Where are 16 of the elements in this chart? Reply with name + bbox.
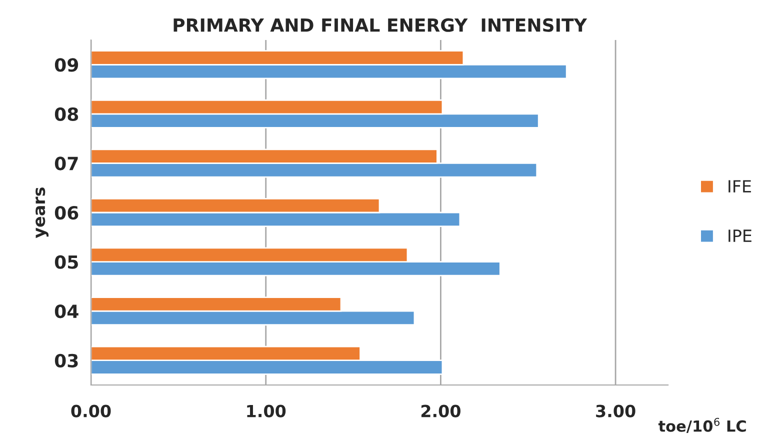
- y-tick-label: 04: [54, 304, 78, 318]
- y-tick-label: 05: [54, 255, 78, 269]
- x-tick-label: 0.00: [71, 404, 111, 418]
- y-tick-label: 03: [54, 354, 78, 368]
- x-tick-label: 1.00: [247, 404, 286, 418]
- chart-title: PRIMARY AND FINAL ENERGY INTENSITY: [174, 18, 588, 32]
- legend-label: IFE: [728, 180, 751, 192]
- legend-label: IPE: [728, 230, 752, 242]
- y-axis-title: years: [36, 188, 49, 238]
- x-tick-label: 2.00: [421, 404, 460, 418]
- y-tick-label: 08: [54, 107, 78, 122]
- x-axis-title: toe/10$^{6}$ LC: [658, 418, 746, 434]
- y-tick-label: 06: [54, 206, 78, 220]
- y-tick-label: 09: [54, 58, 78, 72]
- x-tick-label: 3.00: [596, 404, 636, 418]
- y-tick-label: 07: [54, 156, 78, 170]
